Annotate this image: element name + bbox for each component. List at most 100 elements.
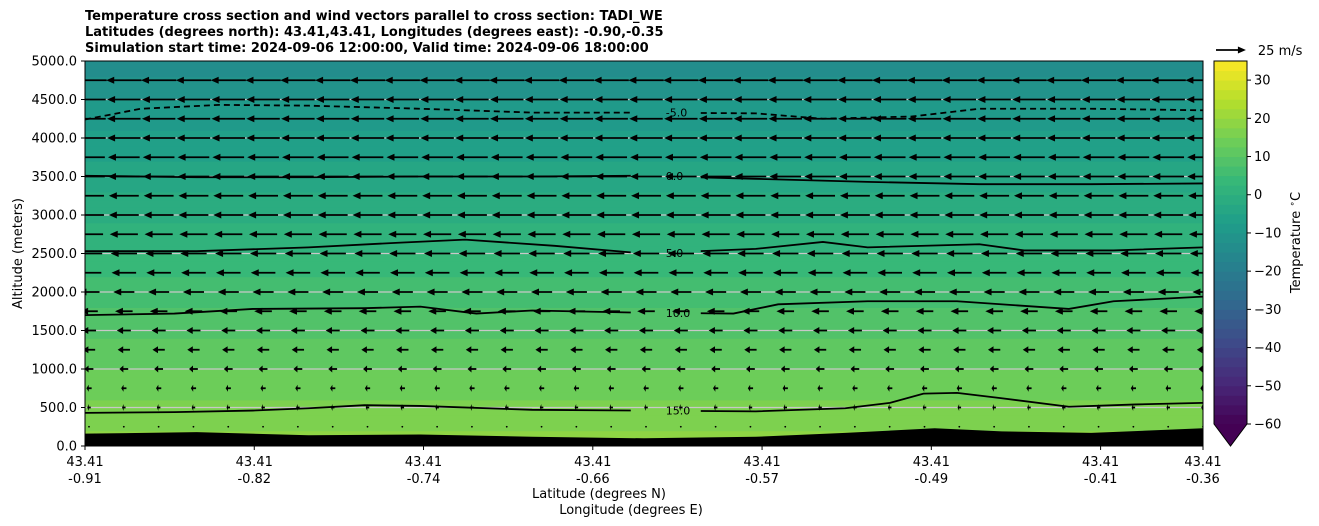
wind-vector [181,269,206,277]
wind-vector [246,115,280,123]
wind-vector [526,192,557,200]
wind-vector [915,307,934,315]
wind-vector [148,288,170,296]
wind-vector [363,365,372,373]
temperature-band [85,430,1203,439]
wind-vector [351,153,384,161]
wind-vector [1048,192,1079,200]
wind-vector [1118,211,1149,219]
wind-vector [633,269,659,277]
wind-vector [531,288,553,296]
wind-vector [491,211,522,219]
wind-vector [769,173,802,180]
wind-vector [887,384,893,392]
x-tick-label-lat: 43.41 [236,455,273,470]
wind-vector [252,288,274,296]
colorbar-segment [1214,318,1247,329]
wind-vector [733,96,768,103]
wind-vector [872,115,907,123]
wind-vector [979,192,1010,200]
wind-vector [887,404,892,411]
wind-vector [490,173,523,180]
wind-vector [664,115,698,123]
wind-vector [908,173,941,180]
wind-vector [846,307,864,315]
wind-vector [1018,288,1040,296]
wind-vector [817,384,823,392]
wind-vector [594,134,628,142]
wind-vector [767,76,803,84]
wind-vector [1163,365,1173,373]
wind-vector [211,134,245,142]
wind-vector [389,269,415,277]
wind-vector [981,269,1007,277]
wind-vector [637,307,655,315]
wind-vector [1082,153,1115,161]
wind-vector [141,115,176,123]
temperature-band [85,107,1203,116]
wind-vector [874,211,905,219]
wind-vector [563,250,590,257]
x-tick-label-lon: -0.74 [407,472,441,487]
wind-vector [1167,425,1170,428]
wind-vector [353,230,382,238]
wind-vector [703,269,728,277]
wind-vector [839,211,870,219]
wind-vector [1119,230,1148,238]
y-tick-label: 1000.0 [32,363,78,378]
x-tick-label-lat: 43.41 [574,455,611,470]
wind-vector [942,115,977,123]
wind-vector [141,96,176,103]
temperature-band [85,168,1203,178]
wind-vector [491,192,522,200]
wind-vector [282,153,314,161]
wind-vector [524,96,559,103]
temperature-band [85,215,1203,224]
colorbar-segment [1214,376,1247,387]
wind-vector [1057,346,1070,354]
wind-vector [734,153,767,161]
wind-vector [1054,307,1073,315]
wind-vector [564,269,589,277]
wind-vector [349,76,386,84]
wind-vector [420,115,454,123]
wind-vector [802,76,838,84]
wind-vector [1116,115,1151,123]
wind-vector [574,404,579,411]
terrain [85,428,1203,446]
wind-vector [499,327,514,334]
wind-vector [490,153,523,161]
wind-vector [805,192,836,200]
colorbar-segment [1214,118,1247,129]
x-tick-label-lon: -0.41 [1084,472,1118,487]
wind-vector [912,269,937,277]
wind-vector [178,211,209,219]
wind-vector [352,192,383,200]
wind-vector [1155,269,1181,277]
wind-vector [735,192,766,200]
temperature-band [85,199,1203,208]
temperature-band [85,353,1203,362]
wind-vector [632,250,660,257]
wind-vector [186,327,201,334]
wind-vector [664,153,697,161]
y-tick-label: 1500.0 [32,324,78,339]
wind-vector [664,134,698,142]
wind-vector [315,76,351,84]
wind-vector [490,134,524,142]
wind-vector [1186,134,1203,142]
wind-vector [87,404,91,411]
wind-vector [709,346,722,354]
wind-vector [248,192,279,200]
wind-vector [527,230,556,238]
wind-vector [643,384,649,392]
y-tick-label: 500.0 [40,401,77,416]
wind-vector [323,307,342,315]
terrain-fill [85,428,1203,446]
wind-vector [293,365,303,373]
colorbar-segment [1214,357,1247,368]
wind-vector [779,346,792,354]
wind-vector [837,76,873,84]
colorbar-tick-label: 20 [1254,112,1271,127]
x-tick-label-lat: 43.41 [405,455,442,470]
